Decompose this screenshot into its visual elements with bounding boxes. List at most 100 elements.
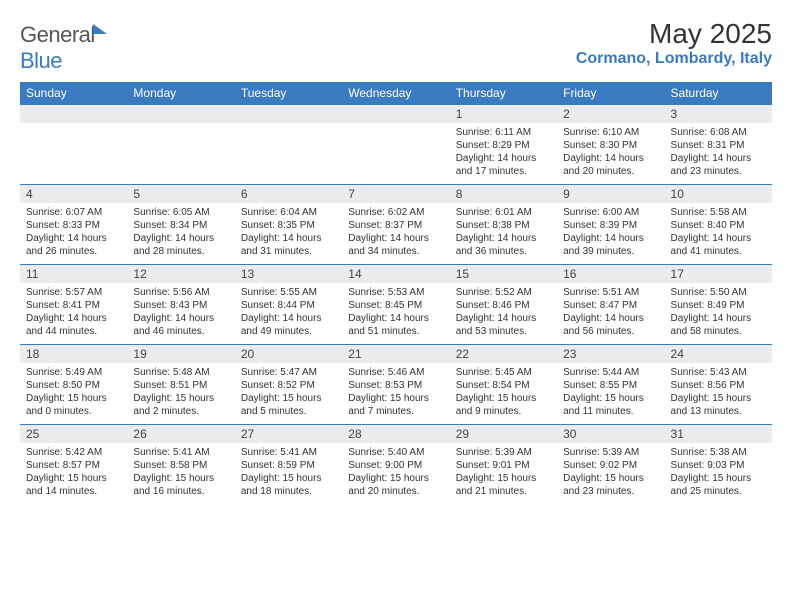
day-detail: Sunrise: 5:53 AMSunset: 8:45 PMDaylight:… — [342, 283, 449, 344]
day-number-cell: 27 — [235, 425, 342, 444]
day-detail: Sunrise: 5:47 AMSunset: 8:52 PMDaylight:… — [235, 363, 342, 424]
sunset-text: Sunset: 8:34 PM — [133, 219, 228, 232]
day-number-cell: 22 — [450, 345, 557, 364]
day-number-cell: 4 — [20, 185, 127, 204]
sunset-text: Sunset: 8:50 PM — [26, 379, 121, 392]
day-number: 14 — [342, 265, 449, 283]
sunrise-text: Sunrise: 5:58 AM — [671, 206, 766, 219]
daylight-text: Daylight: 15 hours and 7 minutes. — [348, 392, 443, 418]
calendar-table: SundayMondayTuesdayWednesdayThursdayFrid… — [20, 82, 772, 504]
day-detail-cell: Sunrise: 5:41 AMSunset: 8:59 PMDaylight:… — [235, 443, 342, 504]
day-number-cell: 21 — [342, 345, 449, 364]
location-label: Cormano, Lombardy, Italy — [576, 50, 772, 68]
day-number-cell: 10 — [665, 185, 772, 204]
day-number-cell: 29 — [450, 425, 557, 444]
day-number: 28 — [342, 425, 449, 443]
brand-text: General Blue — [20, 22, 107, 74]
day-detail-cell: Sunrise: 5:38 AMSunset: 9:03 PMDaylight:… — [665, 443, 772, 504]
day-detail-cell: Sunrise: 6:05 AMSunset: 8:34 PMDaylight:… — [127, 203, 234, 265]
week-number-row: 11121314151617 — [20, 265, 772, 284]
day-number — [235, 105, 342, 109]
sunset-text: Sunset: 8:40 PM — [671, 219, 766, 232]
day-number — [20, 105, 127, 109]
sunrise-text: Sunrise: 5:47 AM — [241, 366, 336, 379]
day-number: 2 — [557, 105, 664, 123]
daylight-text: Daylight: 14 hours and 34 minutes. — [348, 232, 443, 258]
day-detail-cell — [127, 123, 234, 185]
day-number-cell: 8 — [450, 185, 557, 204]
day-number-cell — [235, 105, 342, 124]
day-detail-cell: Sunrise: 5:43 AMSunset: 8:56 PMDaylight:… — [665, 363, 772, 425]
sunrise-text: Sunrise: 5:40 AM — [348, 446, 443, 459]
daylight-text: Daylight: 14 hours and 28 minutes. — [133, 232, 228, 258]
daylight-text: Daylight: 14 hours and 36 minutes. — [456, 232, 551, 258]
week-number-row: 25262728293031 — [20, 425, 772, 444]
day-detail — [127, 123, 234, 132]
week-number-row: 45678910 — [20, 185, 772, 204]
day-number: 17 — [665, 265, 772, 283]
sunset-text: Sunset: 8:49 PM — [671, 299, 766, 312]
day-header: Sunday — [20, 82, 127, 105]
daylight-text: Daylight: 15 hours and 25 minutes. — [671, 472, 766, 498]
week-detail-row: Sunrise: 5:42 AMSunset: 8:57 PMDaylight:… — [20, 443, 772, 504]
sunset-text: Sunset: 8:37 PM — [348, 219, 443, 232]
day-detail: Sunrise: 5:51 AMSunset: 8:47 PMDaylight:… — [557, 283, 664, 344]
daylight-text: Daylight: 15 hours and 18 minutes. — [241, 472, 336, 498]
day-number-cell — [127, 105, 234, 124]
sunset-text: Sunset: 8:43 PM — [133, 299, 228, 312]
day-number-cell: 14 — [342, 265, 449, 284]
day-number: 19 — [127, 345, 234, 363]
day-detail-cell: Sunrise: 5:42 AMSunset: 8:57 PMDaylight:… — [20, 443, 127, 504]
sunrise-text: Sunrise: 5:44 AM — [563, 366, 658, 379]
sunrise-text: Sunrise: 5:57 AM — [26, 286, 121, 299]
week-detail-row: Sunrise: 6:07 AMSunset: 8:33 PMDaylight:… — [20, 203, 772, 265]
sunrise-text: Sunrise: 5:39 AM — [563, 446, 658, 459]
page-header: General Blue May 2025 Cormano, Lombardy,… — [20, 18, 772, 74]
day-number: 26 — [127, 425, 234, 443]
day-detail: Sunrise: 5:43 AMSunset: 8:56 PMDaylight:… — [665, 363, 772, 424]
day-number: 5 — [127, 185, 234, 203]
sunrise-text: Sunrise: 6:04 AM — [241, 206, 336, 219]
day-number-cell: 20 — [235, 345, 342, 364]
day-detail-cell: Sunrise: 6:08 AMSunset: 8:31 PMDaylight:… — [665, 123, 772, 185]
sunset-text: Sunset: 8:29 PM — [456, 139, 551, 152]
day-number: 9 — [557, 185, 664, 203]
sunset-text: Sunset: 8:45 PM — [348, 299, 443, 312]
day-header: Monday — [127, 82, 234, 105]
day-number-cell — [342, 105, 449, 124]
day-detail: Sunrise: 5:52 AMSunset: 8:46 PMDaylight:… — [450, 283, 557, 344]
day-detail: Sunrise: 5:42 AMSunset: 8:57 PMDaylight:… — [20, 443, 127, 504]
day-detail: Sunrise: 5:48 AMSunset: 8:51 PMDaylight:… — [127, 363, 234, 424]
week-detail-row: Sunrise: 6:11 AMSunset: 8:29 PM Daylight:… — [20, 123, 772, 185]
day-detail-cell: Sunrise: 5:41 AMSunset: 8:58 PMDaylight:… — [127, 443, 234, 504]
day-number: 11 — [20, 265, 127, 283]
daylight-text: Daylight: 15 hours and 20 minutes. — [348, 472, 443, 498]
sunrise-text: Sunrise: 6:08 AM — [671, 126, 766, 139]
sunrise-text: Sunrise: 6:11 AM — [456, 126, 551, 139]
day-number-cell: 1 — [450, 105, 557, 124]
brand-text-blue: Blue — [20, 48, 62, 73]
day-detail-cell: Sunrise: 6:00 AMSunset: 8:39 PMDaylight:… — [557, 203, 664, 265]
day-detail-cell: Sunrise: 5:40 AMSunset: 9:00 PMDaylight:… — [342, 443, 449, 504]
day-detail-cell: Sunrise: 5:47 AMSunset: 8:52 PMDaylight:… — [235, 363, 342, 425]
day-number: 3 — [665, 105, 772, 123]
daylight-text: Daylight: 15 hours and 9 minutes. — [456, 392, 551, 418]
daylight-text: Daylight: 14 hours and 58 minutes. — [671, 312, 766, 338]
day-detail-cell: Sunrise: 6:01 AMSunset: 8:38 PMDaylight:… — [450, 203, 557, 265]
sunrise-text: Sunrise: 5:43 AM — [671, 366, 766, 379]
day-detail-cell: Sunrise: 5:45 AMSunset: 8:54 PMDaylight:… — [450, 363, 557, 425]
daylight-text: Daylight: 14 hours and 20 minutes. — [563, 152, 658, 178]
day-detail: Sunrise: 6:02 AMSunset: 8:37 PMDaylight:… — [342, 203, 449, 264]
sunset-text: Sunset: 8:31 PM — [671, 139, 766, 152]
day-number: 6 — [235, 185, 342, 203]
day-number: 25 — [20, 425, 127, 443]
daylight-text: Daylight: 15 hours and 5 minutes. — [241, 392, 336, 418]
daylight-text: Daylight: 14 hours and 49 minutes. — [241, 312, 336, 338]
day-detail — [342, 123, 449, 132]
day-number-cell: 9 — [557, 185, 664, 204]
sunrise-text: Sunrise: 6:07 AM — [26, 206, 121, 219]
day-detail: Sunrise: 5:44 AMSunset: 8:55 PMDaylight:… — [557, 363, 664, 424]
day-number-cell: 23 — [557, 345, 664, 364]
sunrise-text: Sunrise: 5:45 AM — [456, 366, 551, 379]
day-detail: Sunrise: 5:41 AMSunset: 8:59 PMDaylight:… — [235, 443, 342, 504]
